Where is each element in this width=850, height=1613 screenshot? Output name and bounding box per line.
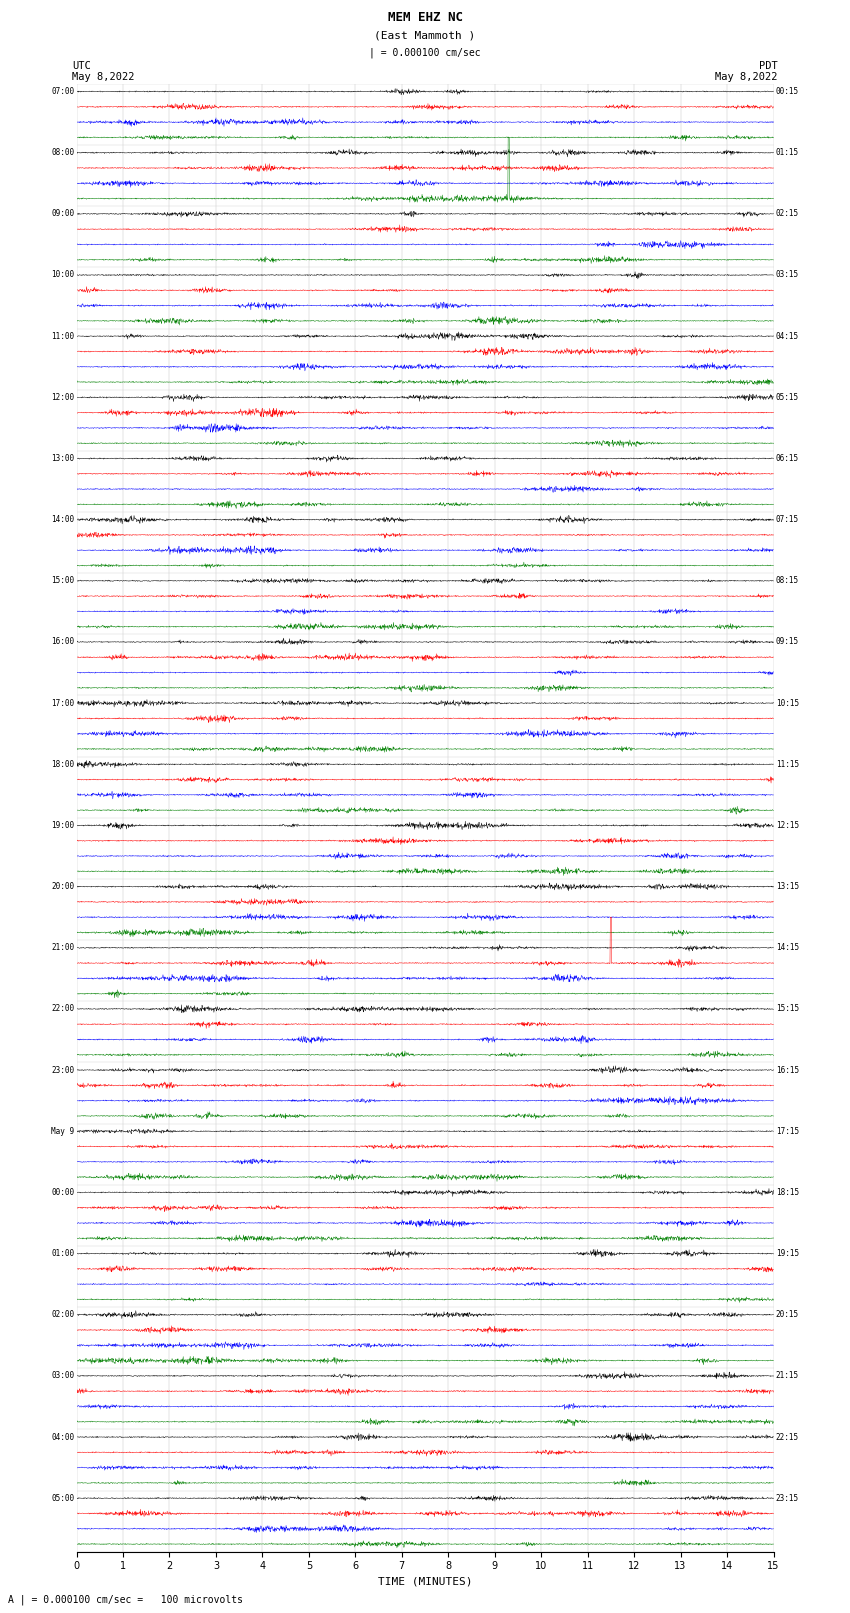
Text: | = 0.000100 cm/sec: | = 0.000100 cm/sec <box>369 47 481 58</box>
Text: 21:00: 21:00 <box>51 944 74 952</box>
Text: May 8,2022: May 8,2022 <box>715 73 778 82</box>
Text: 10:00: 10:00 <box>51 271 74 279</box>
Text: 17:00: 17:00 <box>51 698 74 708</box>
Text: 06:15: 06:15 <box>776 453 799 463</box>
Text: 10:15: 10:15 <box>776 698 799 708</box>
Text: 23:15: 23:15 <box>776 1494 799 1503</box>
Text: 18:15: 18:15 <box>776 1187 799 1197</box>
Text: 01:15: 01:15 <box>776 148 799 156</box>
Text: 07:00: 07:00 <box>51 87 74 97</box>
Text: 11:15: 11:15 <box>776 760 799 769</box>
Text: UTC: UTC <box>72 61 91 71</box>
Text: 16:00: 16:00 <box>51 637 74 647</box>
Text: 02:15: 02:15 <box>776 210 799 218</box>
Text: 08:15: 08:15 <box>776 576 799 586</box>
Text: 02:00: 02:00 <box>51 1310 74 1319</box>
Text: May 8,2022: May 8,2022 <box>72 73 135 82</box>
Text: 17:15: 17:15 <box>776 1127 799 1136</box>
Text: 13:15: 13:15 <box>776 882 799 890</box>
Text: 20:00: 20:00 <box>51 882 74 890</box>
Text: MEM EHZ NC: MEM EHZ NC <box>388 11 462 24</box>
Text: (East Mammoth ): (East Mammoth ) <box>374 31 476 40</box>
Text: 05:15: 05:15 <box>776 394 799 402</box>
Text: 23:00: 23:00 <box>51 1066 74 1074</box>
Text: 18:00: 18:00 <box>51 760 74 769</box>
Text: 03:15: 03:15 <box>776 271 799 279</box>
Text: 15:15: 15:15 <box>776 1005 799 1013</box>
Text: 04:15: 04:15 <box>776 332 799 340</box>
Text: 14:15: 14:15 <box>776 944 799 952</box>
Text: PDT: PDT <box>759 61 778 71</box>
Text: 04:00: 04:00 <box>51 1432 74 1442</box>
X-axis label: TIME (MINUTES): TIME (MINUTES) <box>377 1578 473 1587</box>
Text: 22:00: 22:00 <box>51 1005 74 1013</box>
Text: 12:00: 12:00 <box>51 394 74 402</box>
Text: 20:15: 20:15 <box>776 1310 799 1319</box>
Text: 01:00: 01:00 <box>51 1248 74 1258</box>
Text: 12:15: 12:15 <box>776 821 799 831</box>
Text: 08:00: 08:00 <box>51 148 74 156</box>
Text: 00:00: 00:00 <box>51 1187 74 1197</box>
Text: 07:15: 07:15 <box>776 515 799 524</box>
Text: 13:00: 13:00 <box>51 453 74 463</box>
Text: 16:15: 16:15 <box>776 1066 799 1074</box>
Text: 05:00: 05:00 <box>51 1494 74 1503</box>
Text: 19:00: 19:00 <box>51 821 74 831</box>
Text: 09:15: 09:15 <box>776 637 799 647</box>
Text: A | = 0.000100 cm/sec =   100 microvolts: A | = 0.000100 cm/sec = 100 microvolts <box>8 1594 243 1605</box>
Text: 14:00: 14:00 <box>51 515 74 524</box>
Text: 19:15: 19:15 <box>776 1248 799 1258</box>
Text: 00:15: 00:15 <box>776 87 799 97</box>
Text: 03:00: 03:00 <box>51 1371 74 1381</box>
Text: 15:00: 15:00 <box>51 576 74 586</box>
Text: 21:15: 21:15 <box>776 1371 799 1381</box>
Text: May 9: May 9 <box>51 1127 74 1136</box>
Text: 09:00: 09:00 <box>51 210 74 218</box>
Text: 11:00: 11:00 <box>51 332 74 340</box>
Text: 22:15: 22:15 <box>776 1432 799 1442</box>
